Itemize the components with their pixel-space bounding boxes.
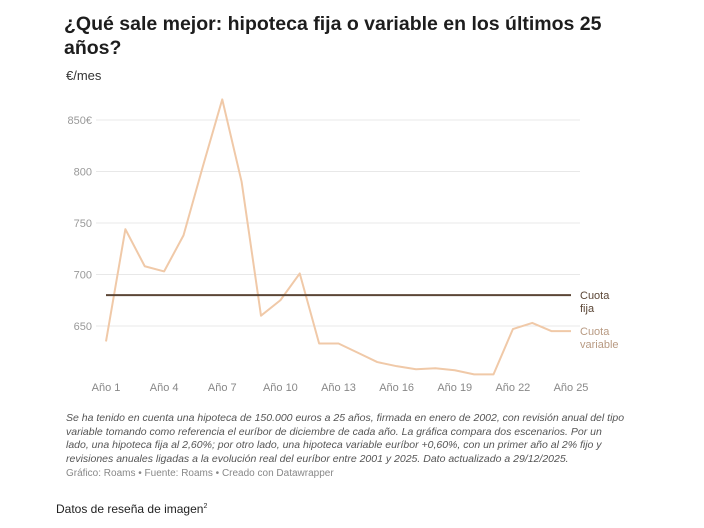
x-tick-label: Año 25 <box>554 382 589 394</box>
x-tick-label: Año 16 <box>379 382 414 394</box>
series-line-cuota-variable <box>105 98 571 376</box>
label-cuota-variable: Cuota variable <box>580 326 619 351</box>
x-tick-label: Año 10 <box>263 382 298 394</box>
x-tick-label: Año 1 <box>92 382 121 394</box>
x-tick-label: Año 13 <box>321 382 356 394</box>
x-tick-label: Año 22 <box>495 382 530 394</box>
chart-note: Se ha tenido en cuenta una hipoteca de 1… <box>66 412 625 465</box>
y-tick-label: 800 <box>74 167 92 179</box>
unit-label: €/mes <box>66 68 102 83</box>
chart-title: ¿Qué sale mejor: hipoteca fija o variabl… <box>64 13 602 59</box>
x-tick-label: Año 4 <box>150 382 179 394</box>
y-tick-label: 650 <box>74 321 92 333</box>
label-cuota-fija: Cuota fija <box>580 290 610 315</box>
y-tick-label: 700 <box>74 270 92 282</box>
y-tick-label: 750 <box>74 218 92 230</box>
x-tick-label: Año 7 <box>208 382 237 394</box>
chart-credit: Gráfico: Roams • Fuente: Roams • Creado … <box>66 468 334 479</box>
review-count: 2 <box>203 503 208 510</box>
image-review-link[interactable]: Datos de reseña de imagen2 <box>56 502 207 516</box>
x-tick-label: Año 19 <box>437 382 472 394</box>
review-label: Datos de reseña de imagen <box>56 502 204 516</box>
line-chart: 650 700 750 800 850€ Año 1 Año 4 Año 7 Año 10 Año… <box>68 98 619 394</box>
y-tick-label: 850€ <box>68 115 92 127</box>
